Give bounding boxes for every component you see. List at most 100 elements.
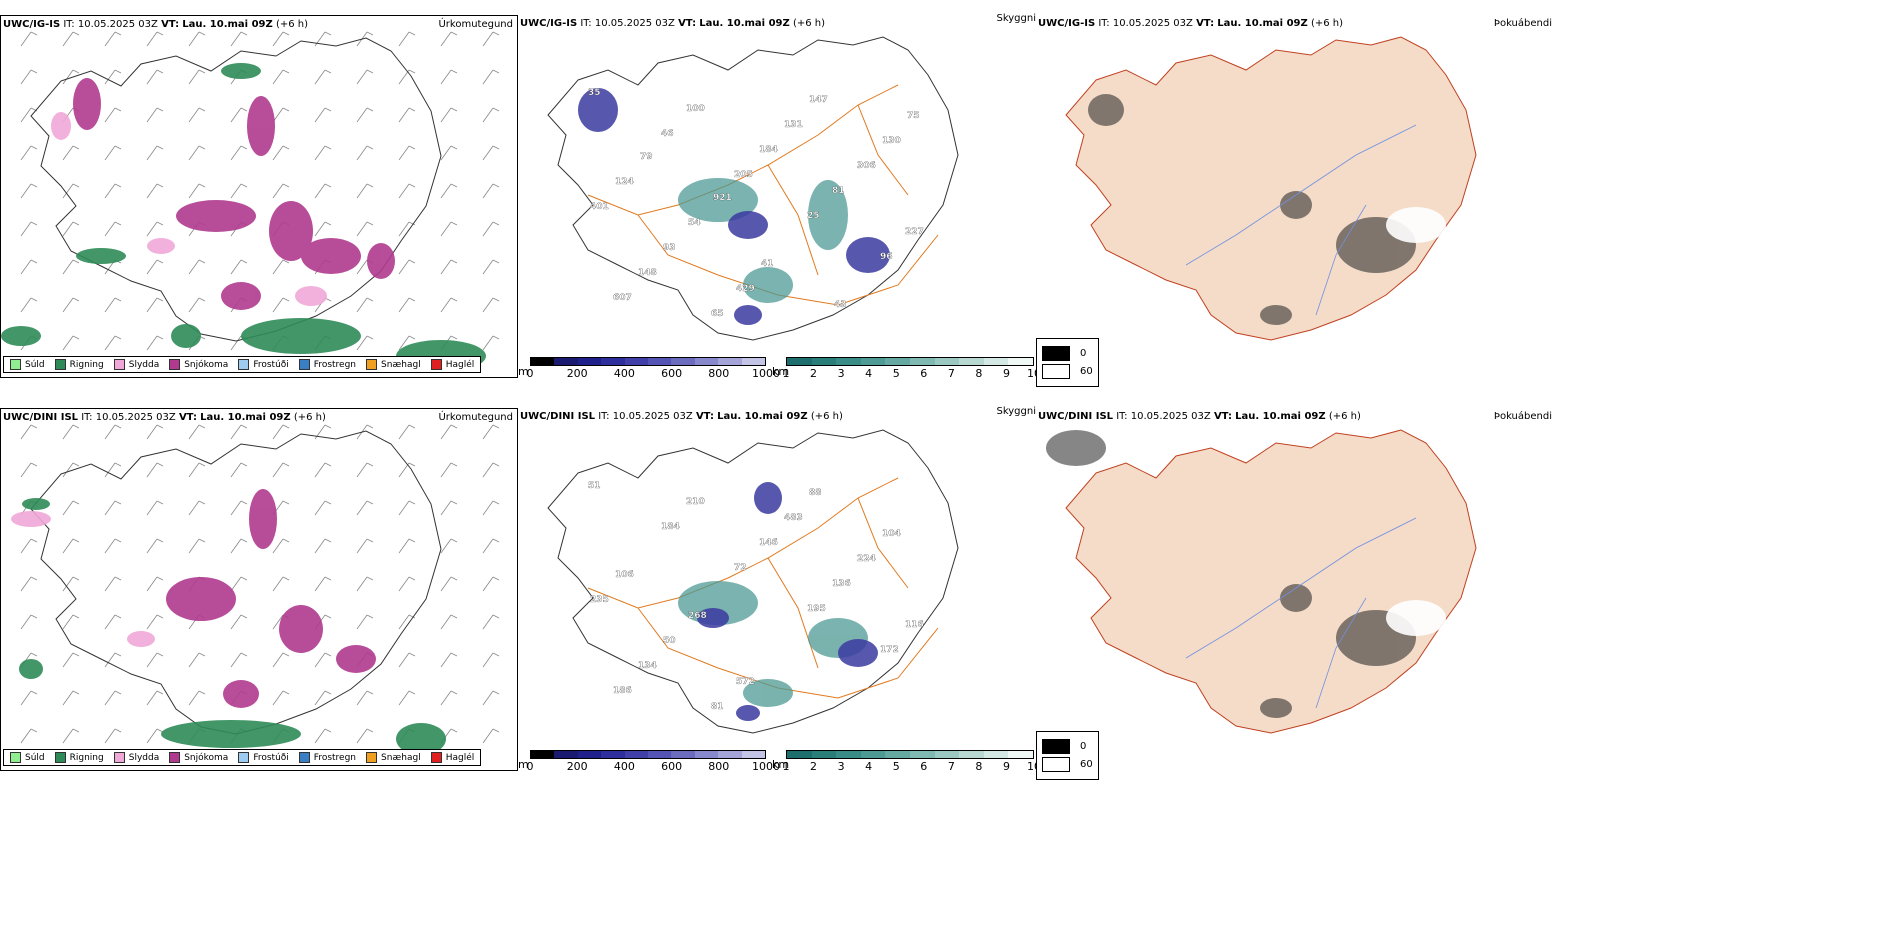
ceiling-value-label: 147 [809,95,828,105]
legend-label: Haglél [445,752,475,763]
wind-barb [440,221,458,237]
wind-barb [230,500,248,516]
fog-panel-row1: UWC/IG-IS IT: 10.05.2025 03Z VT: Lau. 10… [1036,15,1556,387]
ceiling-unit: m [518,758,529,771]
colorbar-segment [671,358,695,365]
wind-barb [482,31,500,47]
fog-legend-row: 0 [1042,346,1093,361]
legend-item: Rigning [54,359,104,370]
legend-item: Slydda [113,752,159,763]
panel-header: UWC/DINI ISL IT: 10.05.2025 03Z VT: Lau.… [1038,411,1361,422]
wind-barb [62,500,80,516]
wind-barb [62,652,80,668]
wind-barb [440,69,458,85]
wind-barb [20,690,38,706]
wind-barb [314,538,332,554]
it-label: IT: [63,19,75,30]
panel-header: UWC/DINI ISL IT: 10.05.2025 03Z VT: Lau.… [3,412,326,423]
ceiling-value-label: 43 [834,300,847,310]
colorbar-tick: 4 [865,367,873,380]
panel-header: UWC/DINI ISL IT: 10.05.2025 03Z VT: Lau.… [520,411,843,422]
fog-legend-label: 0 [1080,741,1087,752]
wind-barb [482,728,500,744]
wind-barb [440,614,458,630]
model-name: UWC/IG-IS [3,19,61,30]
wind-barb [188,145,206,161]
wind-barb [272,652,290,668]
fog-legend-row: 60 [1042,364,1093,379]
wind-barb [482,576,500,592]
wind-barb [272,31,290,47]
it-label: IT: [1116,411,1128,422]
it-label: IT: [81,412,93,423]
wind-barb [482,652,500,668]
wind-barb [230,424,248,440]
legend-item: Slydda [113,359,159,370]
ceiling-value-label: 41 [761,259,774,269]
wind-barb [314,183,332,199]
ceiling-value-label: 100 [686,104,705,114]
wind-barb [20,183,38,199]
colorbar-segment [601,751,625,758]
wind-barb [440,145,458,161]
legend-swatch [113,359,125,370]
colorbar-segment [1008,751,1033,758]
wind-barb [146,500,164,516]
wind-barb [314,462,332,478]
wind-barb [230,259,248,275]
legend-label: Súld [25,752,45,763]
colorbar-tick: 9 [1002,367,1010,380]
ceiling-value-label: 306 [857,161,876,171]
wind-barb [482,424,500,440]
wind-barb [398,576,416,592]
wind-barb [20,69,38,85]
precip-map [1,31,500,372]
snow-areas [166,489,376,708]
legend-label: Frostúði [253,752,289,763]
ceiling-value-label: 75 [907,111,920,121]
wind-barb [398,69,416,85]
wind-barb [440,259,458,275]
legend-item: Frostúði [238,752,289,763]
colorbar-tick: 3 [837,367,845,380]
vt-label: VT: [1213,411,1232,422]
it-time: 10.05.2025 03Z [77,19,158,30]
wind-barb [398,462,416,478]
colorbar-tick: 8 [975,760,983,773]
ceiling-colorbar: 0 200 400 600 800 1000 m [518,750,780,773]
ceiling-value-label: 81 [711,702,724,712]
ceiling-value-label: 235 [590,595,609,605]
wind-barb [440,652,458,668]
colorbar-segment [741,358,766,365]
vt-label: VT: [161,19,180,30]
wind-barb [146,690,164,706]
wind-barb [62,424,80,440]
it-time: 10.05.2025 03Z [612,411,693,422]
iceland-outline [547,36,959,341]
wind-barb [356,614,374,630]
ceiling-value-label: 224 [857,554,876,564]
wind-barb [62,259,80,275]
colorbar-tick: 8 [975,367,983,380]
ceiling-value-label: 186 [613,686,632,696]
wind-barb [62,335,80,351]
precip-panel-row2: UWC/DINI ISL IT: 10.05.2025 03Z VT: Lau.… [0,408,518,771]
model-name: UWC/IG-IS [1038,18,1096,29]
iceland-land [1065,36,1477,341]
wind-barb [62,297,80,313]
wind-barb [272,297,290,313]
colorbar-tick: 1000 [752,367,780,380]
ceiling-value-label: 72 [734,563,747,573]
colorbar-tick: 0 [526,367,534,380]
wind-barb [62,690,80,706]
wind-barb [356,576,374,592]
colorbar-segment [671,751,695,758]
colorbar-segment [694,751,719,758]
ceiling-value-label: 35 [588,88,601,98]
wind-barb [272,690,290,706]
ceiling-value-label: 205 [734,170,753,180]
legend-swatch [10,359,21,370]
wind-barb [20,728,38,744]
colorbar-tick: 0 [526,760,534,773]
visibility-colorbar: 1 2 3 4 5 6 7 8 9 10 km [772,750,1041,773]
